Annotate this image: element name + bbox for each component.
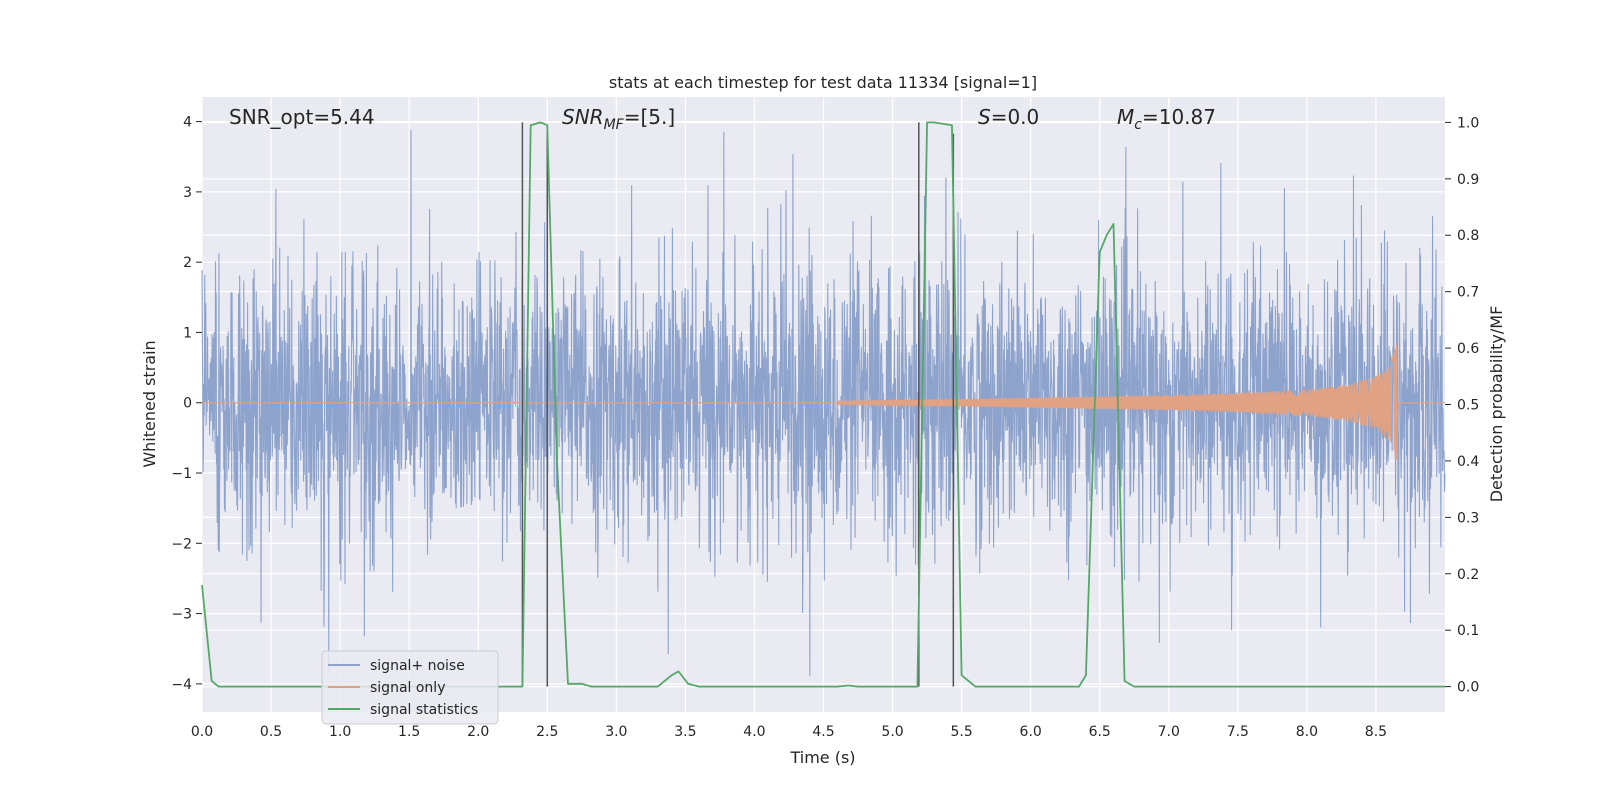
y-tick-label-right-7: 0.3 xyxy=(1457,510,1479,526)
annotation-1: SNRMF=[5.] xyxy=(562,105,675,133)
x-tick-label-11: 5.5 xyxy=(950,724,972,740)
y-tick-label-right-2: 0.8 xyxy=(1457,228,1479,244)
x-tick-label-1: 0.5 xyxy=(260,724,282,740)
series-signal-only-line xyxy=(202,344,1445,460)
y-tick-label-left-2: 2 xyxy=(183,255,192,271)
legend-label-0: signal+ noise xyxy=(370,658,465,674)
y-tick-label-right-0: 1.0 xyxy=(1457,115,1479,131)
annotations: SNR_opt=5.44 SNRMF=[5.] S=0.0 Mc=10.87 xyxy=(229,105,1216,133)
y-tick-label-right-1: 0.9 xyxy=(1457,172,1479,188)
x-tick-label-6: 3.0 xyxy=(605,724,627,740)
x-tick-label-4: 2.0 xyxy=(467,724,489,740)
x-tick-label-3: 1.5 xyxy=(398,724,420,740)
x-tick-label-2: 1.0 xyxy=(329,724,351,740)
y-tick-label-right-3: 0.7 xyxy=(1457,285,1479,301)
x-tick-label-17: 8.5 xyxy=(1365,724,1387,740)
legend-label-1: signal only xyxy=(370,680,445,696)
series-signal-statistics-line xyxy=(201,121,1445,688)
chart-title: stats at each timestep for test data 113… xyxy=(609,73,1037,92)
x-tick-label-9: 4.5 xyxy=(812,724,834,740)
legend-box xyxy=(321,650,499,725)
y-tick-label-left-3: 1 xyxy=(183,325,192,341)
y-axis-label-right: Detection probability/MF xyxy=(1487,306,1506,503)
y-tick-label-right-10: 0.0 xyxy=(1457,680,1479,696)
y-tick-label-right-8: 0.2 xyxy=(1457,567,1479,583)
x-tick-label-15: 7.5 xyxy=(1227,724,1249,740)
y-tick-label-right-6: 0.4 xyxy=(1457,454,1479,470)
y-tick-label-right-5: 0.5 xyxy=(1457,398,1479,414)
legend: signal+ noise signal only signal statistic… xyxy=(321,650,499,725)
x-tick-label-14: 7.0 xyxy=(1158,724,1180,740)
grid xyxy=(201,97,1445,712)
x-axis-label: Time (s) xyxy=(789,748,855,767)
y-tick-label-left-8: −4 xyxy=(171,677,192,693)
x-tick-label-0: 0.0 xyxy=(191,724,213,740)
x-tick-label-13: 6.5 xyxy=(1089,724,1111,740)
x-tick-label-7: 3.5 xyxy=(674,724,696,740)
y-tick-label-left-4: 0 xyxy=(183,396,192,412)
y-tick-label-left-1: 3 xyxy=(183,185,192,201)
y-tick-label-left-6: −2 xyxy=(171,536,192,552)
annotation-3: Mc=10.87 xyxy=(1117,105,1216,133)
y-tick-label-left-7: −3 xyxy=(171,607,192,623)
annotation-0: SNR_opt=5.44 xyxy=(229,105,375,129)
ticks: 0.0 0.5 1.0 1.5 2.0 2.5 3.0 3.5 4.0 4.5 5.0 5.5 6.0 6… xyxy=(171,115,1479,740)
x-tick-label-5: 2.5 xyxy=(536,724,558,740)
y-axis-label-left: Whitened strain xyxy=(140,340,159,467)
x-tick-label-8: 4.0 xyxy=(743,724,765,740)
series-signal-noise-line xyxy=(201,129,1446,677)
x-tick-label-10: 5.0 xyxy=(881,724,903,740)
legend-label-2: signal statistics xyxy=(370,702,478,718)
y-tick-label-right-4: 0.6 xyxy=(1457,341,1479,357)
y-tick-label-right-9: 0.1 xyxy=(1457,623,1479,639)
y-tick-label-left-0: 4 xyxy=(183,115,192,131)
y-tick-label-left-5: −1 xyxy=(171,466,192,482)
x-tick-label-12: 6.0 xyxy=(1020,724,1042,740)
x-tick-label-16: 8.0 xyxy=(1296,724,1318,740)
annotation-2: S=0.0 xyxy=(978,105,1039,129)
series-layer xyxy=(201,121,1446,688)
